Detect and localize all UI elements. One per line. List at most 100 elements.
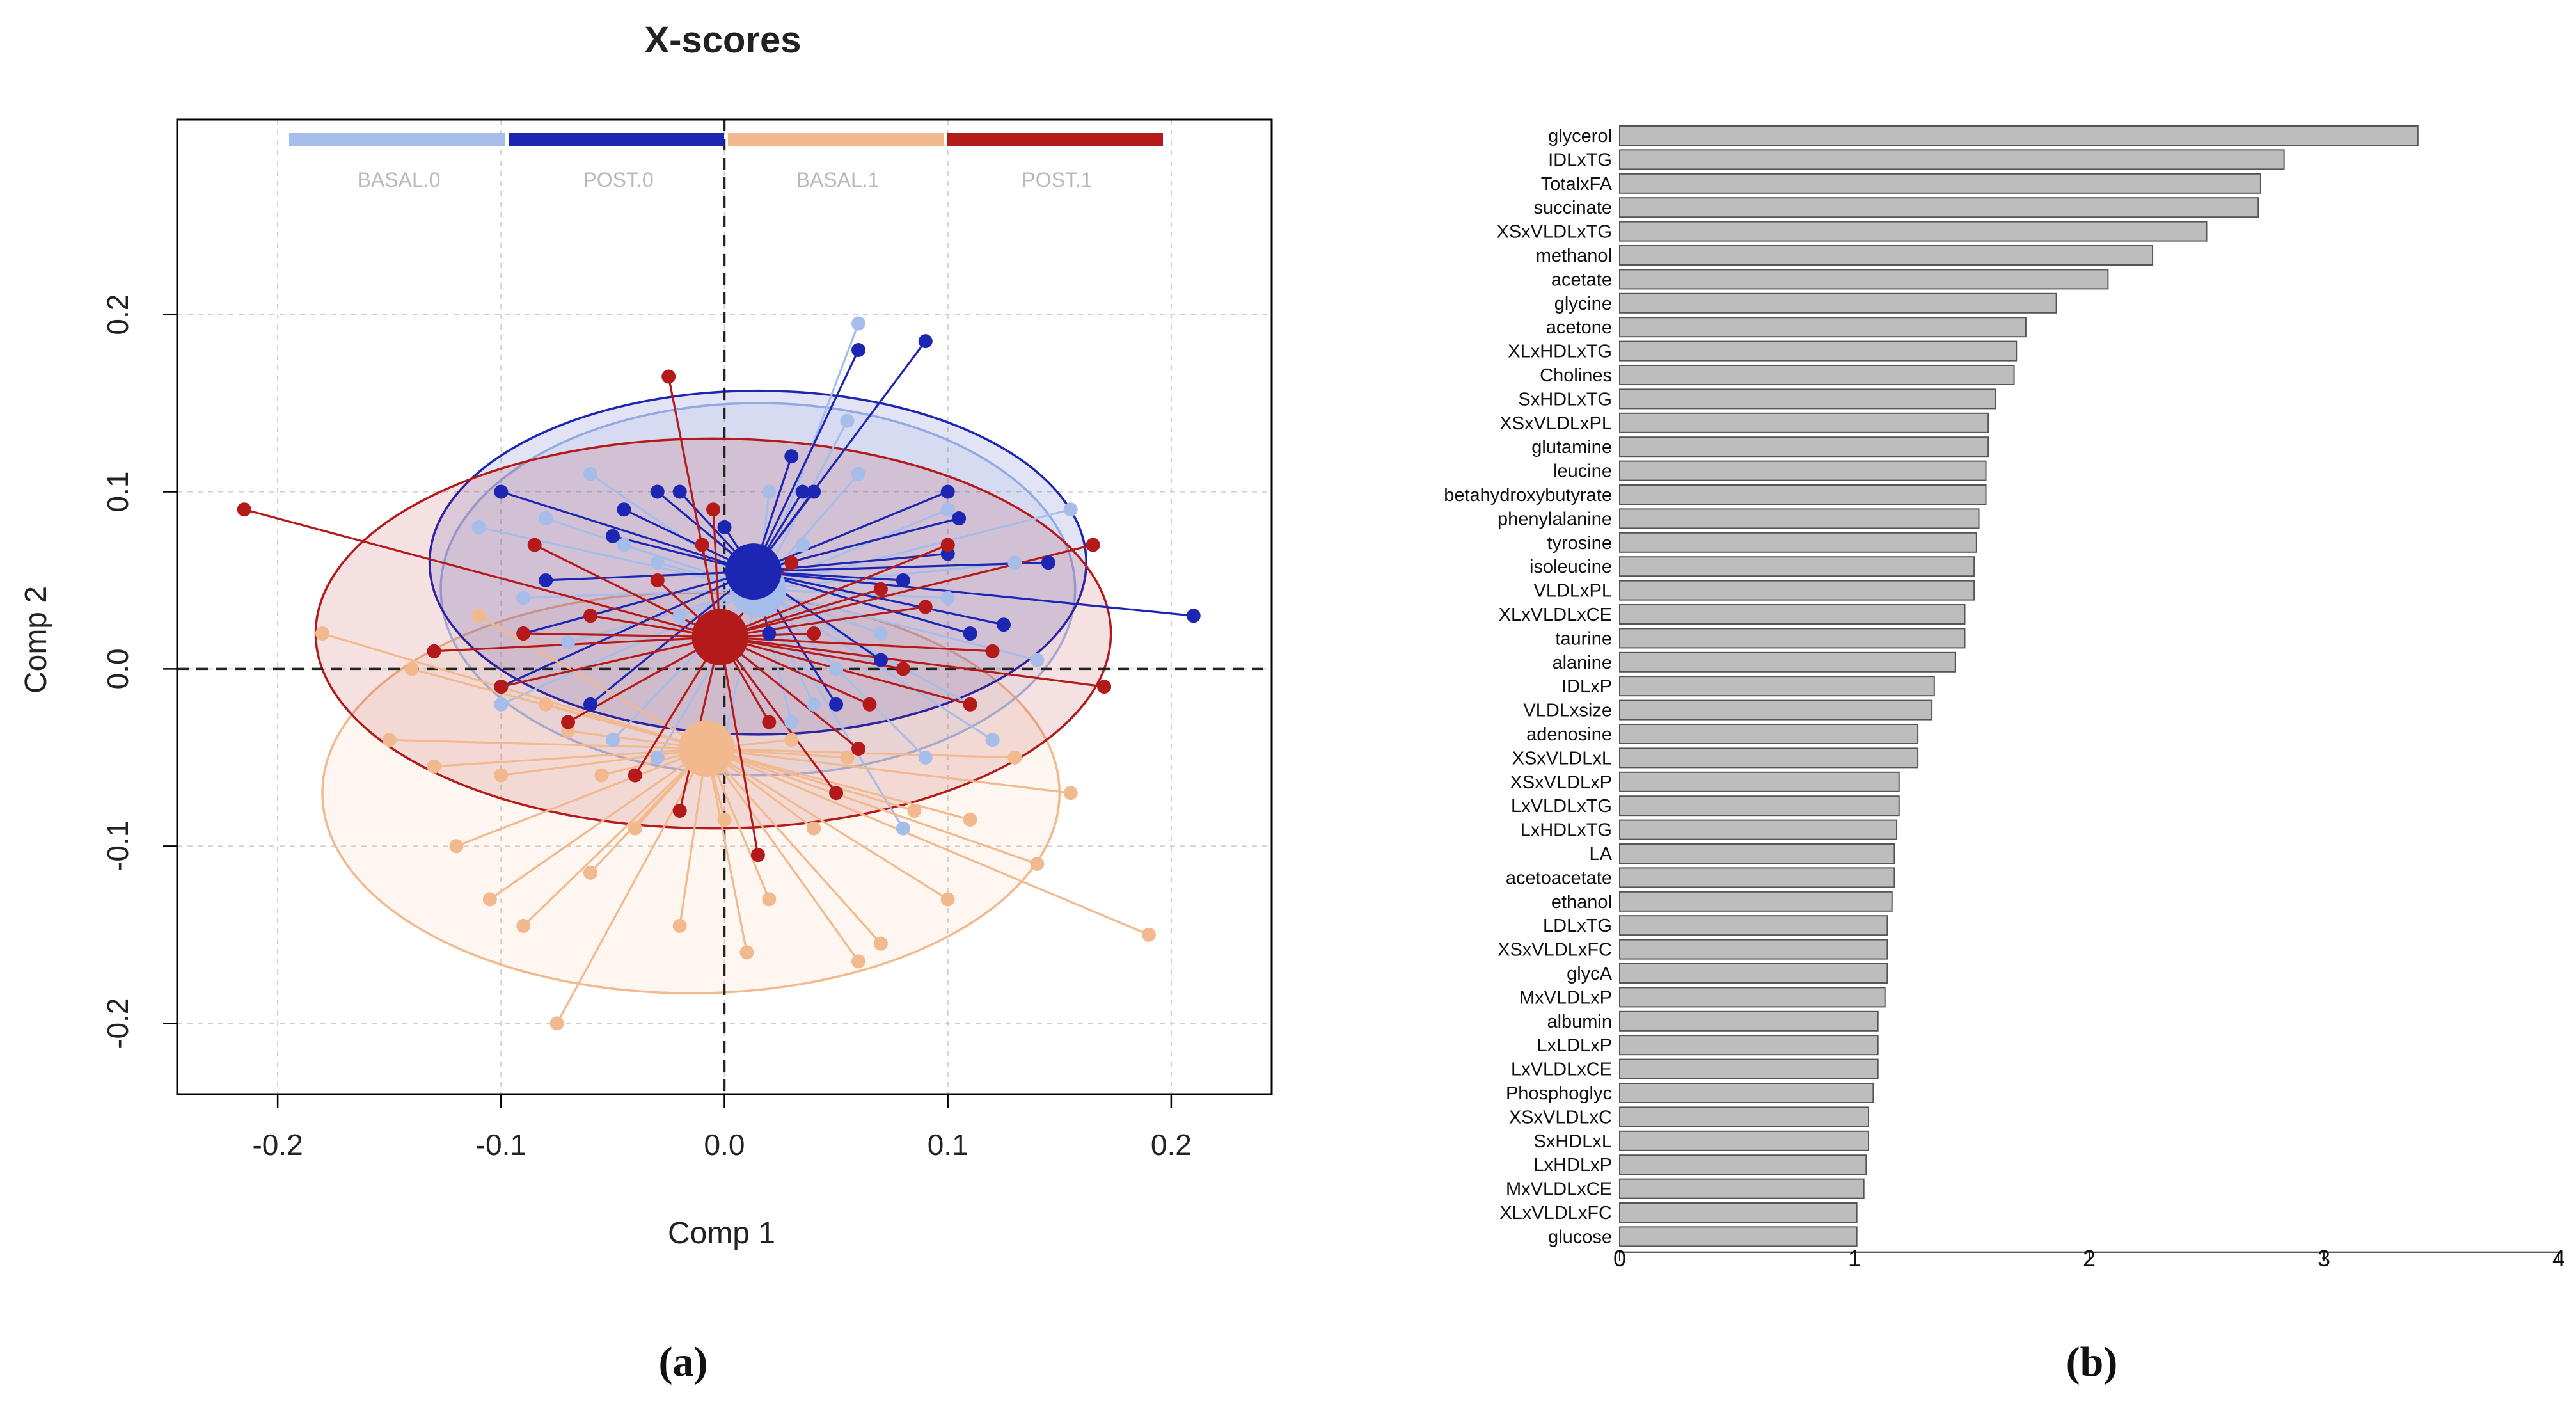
spoke-post-1-13 (500, 636, 720, 688)
bar-glycine (1619, 292, 2057, 314)
point-post-0-4 (717, 520, 732, 534)
bar-label-xlxvldlxce: XLxVLDLxCE (1499, 605, 1612, 625)
legend: BASAL.0 POST.0 BASAL.1 POST.1 (289, 133, 1163, 191)
bar-lxhdlxtg (1619, 819, 1898, 840)
bar-lxvldlxtg (1619, 795, 1900, 817)
bar-idlxtg (1619, 149, 2285, 170)
bar-acetate (1619, 269, 2109, 290)
point-basal-0-20 (617, 538, 631, 552)
point-post-1-11 (650, 573, 665, 587)
bar-label-lxvldlxtg: LxVLDLxTG (1511, 796, 1612, 817)
point-post-0-9 (952, 511, 967, 526)
bar-xlxhdlxtg (1619, 340, 2018, 362)
bar-lxvldlxce (1619, 1058, 1879, 1079)
point-post-1-14 (561, 715, 576, 729)
point-post-0-22 (896, 573, 910, 587)
point-basal-0-27 (1030, 653, 1045, 667)
y-axis: -0.2 -0.1 0.0 0.1 0.2 (101, 294, 177, 1049)
point-basal-0-24 (784, 715, 799, 729)
spoke-basal-1-2 (489, 747, 707, 900)
point-basal-1-0 (315, 626, 329, 641)
bar-label-glycerol: glycerol (1548, 126, 1612, 147)
spoke-basal-1-1 (455, 747, 707, 847)
bar-vldlxsize (1619, 699, 1933, 721)
bar-label-xlxvldlxfc: XLxVLDLxFC (1499, 1203, 1612, 1223)
centroid-post-1 (691, 609, 748, 665)
bar-glycerol (1619, 125, 2419, 146)
point-post-0-10 (807, 484, 821, 499)
point-post-1-15 (829, 786, 844, 801)
point-post-0-16 (617, 502, 631, 517)
point-basal-1-23 (549, 1016, 564, 1031)
point-basal-0-11 (605, 733, 620, 747)
bar-label-xsxvldlxp: XSxVLDLxP (1510, 772, 1612, 793)
bar-labels: glycerol IDLxTG TotalxFA succinate XSxVLDLxT… (1444, 126, 1612, 1247)
spoke-post-1-15 (719, 636, 837, 794)
spoke-basal-0-28 (478, 526, 759, 591)
x-tick-label: -0.2 (252, 1128, 303, 1161)
bar-sxhdlxl (1619, 1130, 1870, 1151)
bar-label-idlxtg: IDLxTG (1548, 150, 1612, 170)
point-basal-0-28 (471, 520, 486, 534)
spoke-post-1-21 (720, 636, 971, 706)
bar-label-succinate: succinate (1533, 198, 1612, 218)
bar-label-acetoacetate: acetoacetate (1506, 868, 1612, 888)
point-post-0-11 (605, 529, 620, 543)
bar-tyrosine (1619, 532, 1977, 553)
spoke-basal-1-30 (523, 747, 707, 927)
bar-label-taurine: taurine (1555, 628, 1612, 649)
centroid-basal-1 (678, 721, 735, 777)
point-post-1-22 (516, 626, 531, 641)
spoke-post-1-22 (523, 632, 720, 639)
group-centroids (678, 543, 786, 777)
point-basal-1-28 (628, 821, 642, 836)
bar-label-lxhdlxp: LxHDLxP (1534, 1155, 1613, 1175)
point-basal-0-12 (494, 697, 509, 712)
bar-succinate (1619, 197, 2259, 218)
point-basal-0-2 (650, 555, 665, 570)
point-basal-1-29 (840, 750, 855, 765)
point-post-1-16 (851, 742, 866, 756)
legend-label-post-0: POST.0 (583, 168, 653, 191)
spoke-post-1-8 (720, 605, 926, 639)
zero-lines (177, 120, 1272, 1094)
spoke-post-1-23 (720, 635, 904, 670)
point-post-1-20 (706, 502, 721, 517)
bar-label-sxhdlxtg: SxHDLxTG (1518, 389, 1612, 410)
spoke-basal-0-13 (523, 588, 758, 600)
bar-phosphoglyc (1619, 1083, 1874, 1103)
bar-label-acetate: acetate (1551, 269, 1612, 290)
point-post-0-23 (762, 626, 777, 641)
x-scores-plot: X-scores BASAL.0 POST.0 BASAL.1 POST.1 -0.2… (19, 19, 1273, 1250)
bar-label-phosphoglyc: Phosphoglyc (1506, 1083, 1612, 1104)
bar-label-idlxp: IDLxP (1561, 676, 1612, 697)
x-tick-label: 2 (2083, 1245, 2096, 1271)
point-post-1-1 (661, 369, 676, 384)
point-post-1-24 (427, 644, 441, 658)
point-basal-1-7 (873, 936, 888, 951)
point-basal-1-26 (784, 733, 799, 747)
bar-label-xsxvldlxtg: XSxVLDLxTG (1497, 222, 1613, 243)
centroid-post-0 (725, 543, 782, 600)
point-post-0-12 (539, 573, 553, 587)
spoke-post-1-4 (718, 637, 759, 856)
bar-label-methanol: methanol (1536, 246, 1612, 266)
point-post-0-14 (583, 697, 597, 712)
bar-leucine (1619, 460, 1987, 481)
point-post-1-26 (672, 803, 687, 818)
bar-acetone (1619, 317, 2027, 338)
spoke-basal-1-6 (706, 748, 860, 962)
point-post-1-17 (628, 768, 642, 783)
point-basal-1-19 (594, 768, 609, 783)
bar-phenylalanine (1619, 508, 1980, 529)
bar-label-xsxvldlxc: XSxVLDLxC (1509, 1107, 1612, 1127)
point-post-0-7 (1186, 609, 1201, 623)
point-basal-0-1 (583, 466, 597, 481)
spoke-basal-1-11 (706, 747, 1071, 794)
spoke-post-1-0 (244, 508, 720, 639)
point-basal-0-29 (829, 662, 844, 676)
spoke-basal-1-7 (706, 747, 882, 944)
point-post-1-21 (963, 697, 977, 712)
point-post-0-19 (996, 617, 1011, 632)
